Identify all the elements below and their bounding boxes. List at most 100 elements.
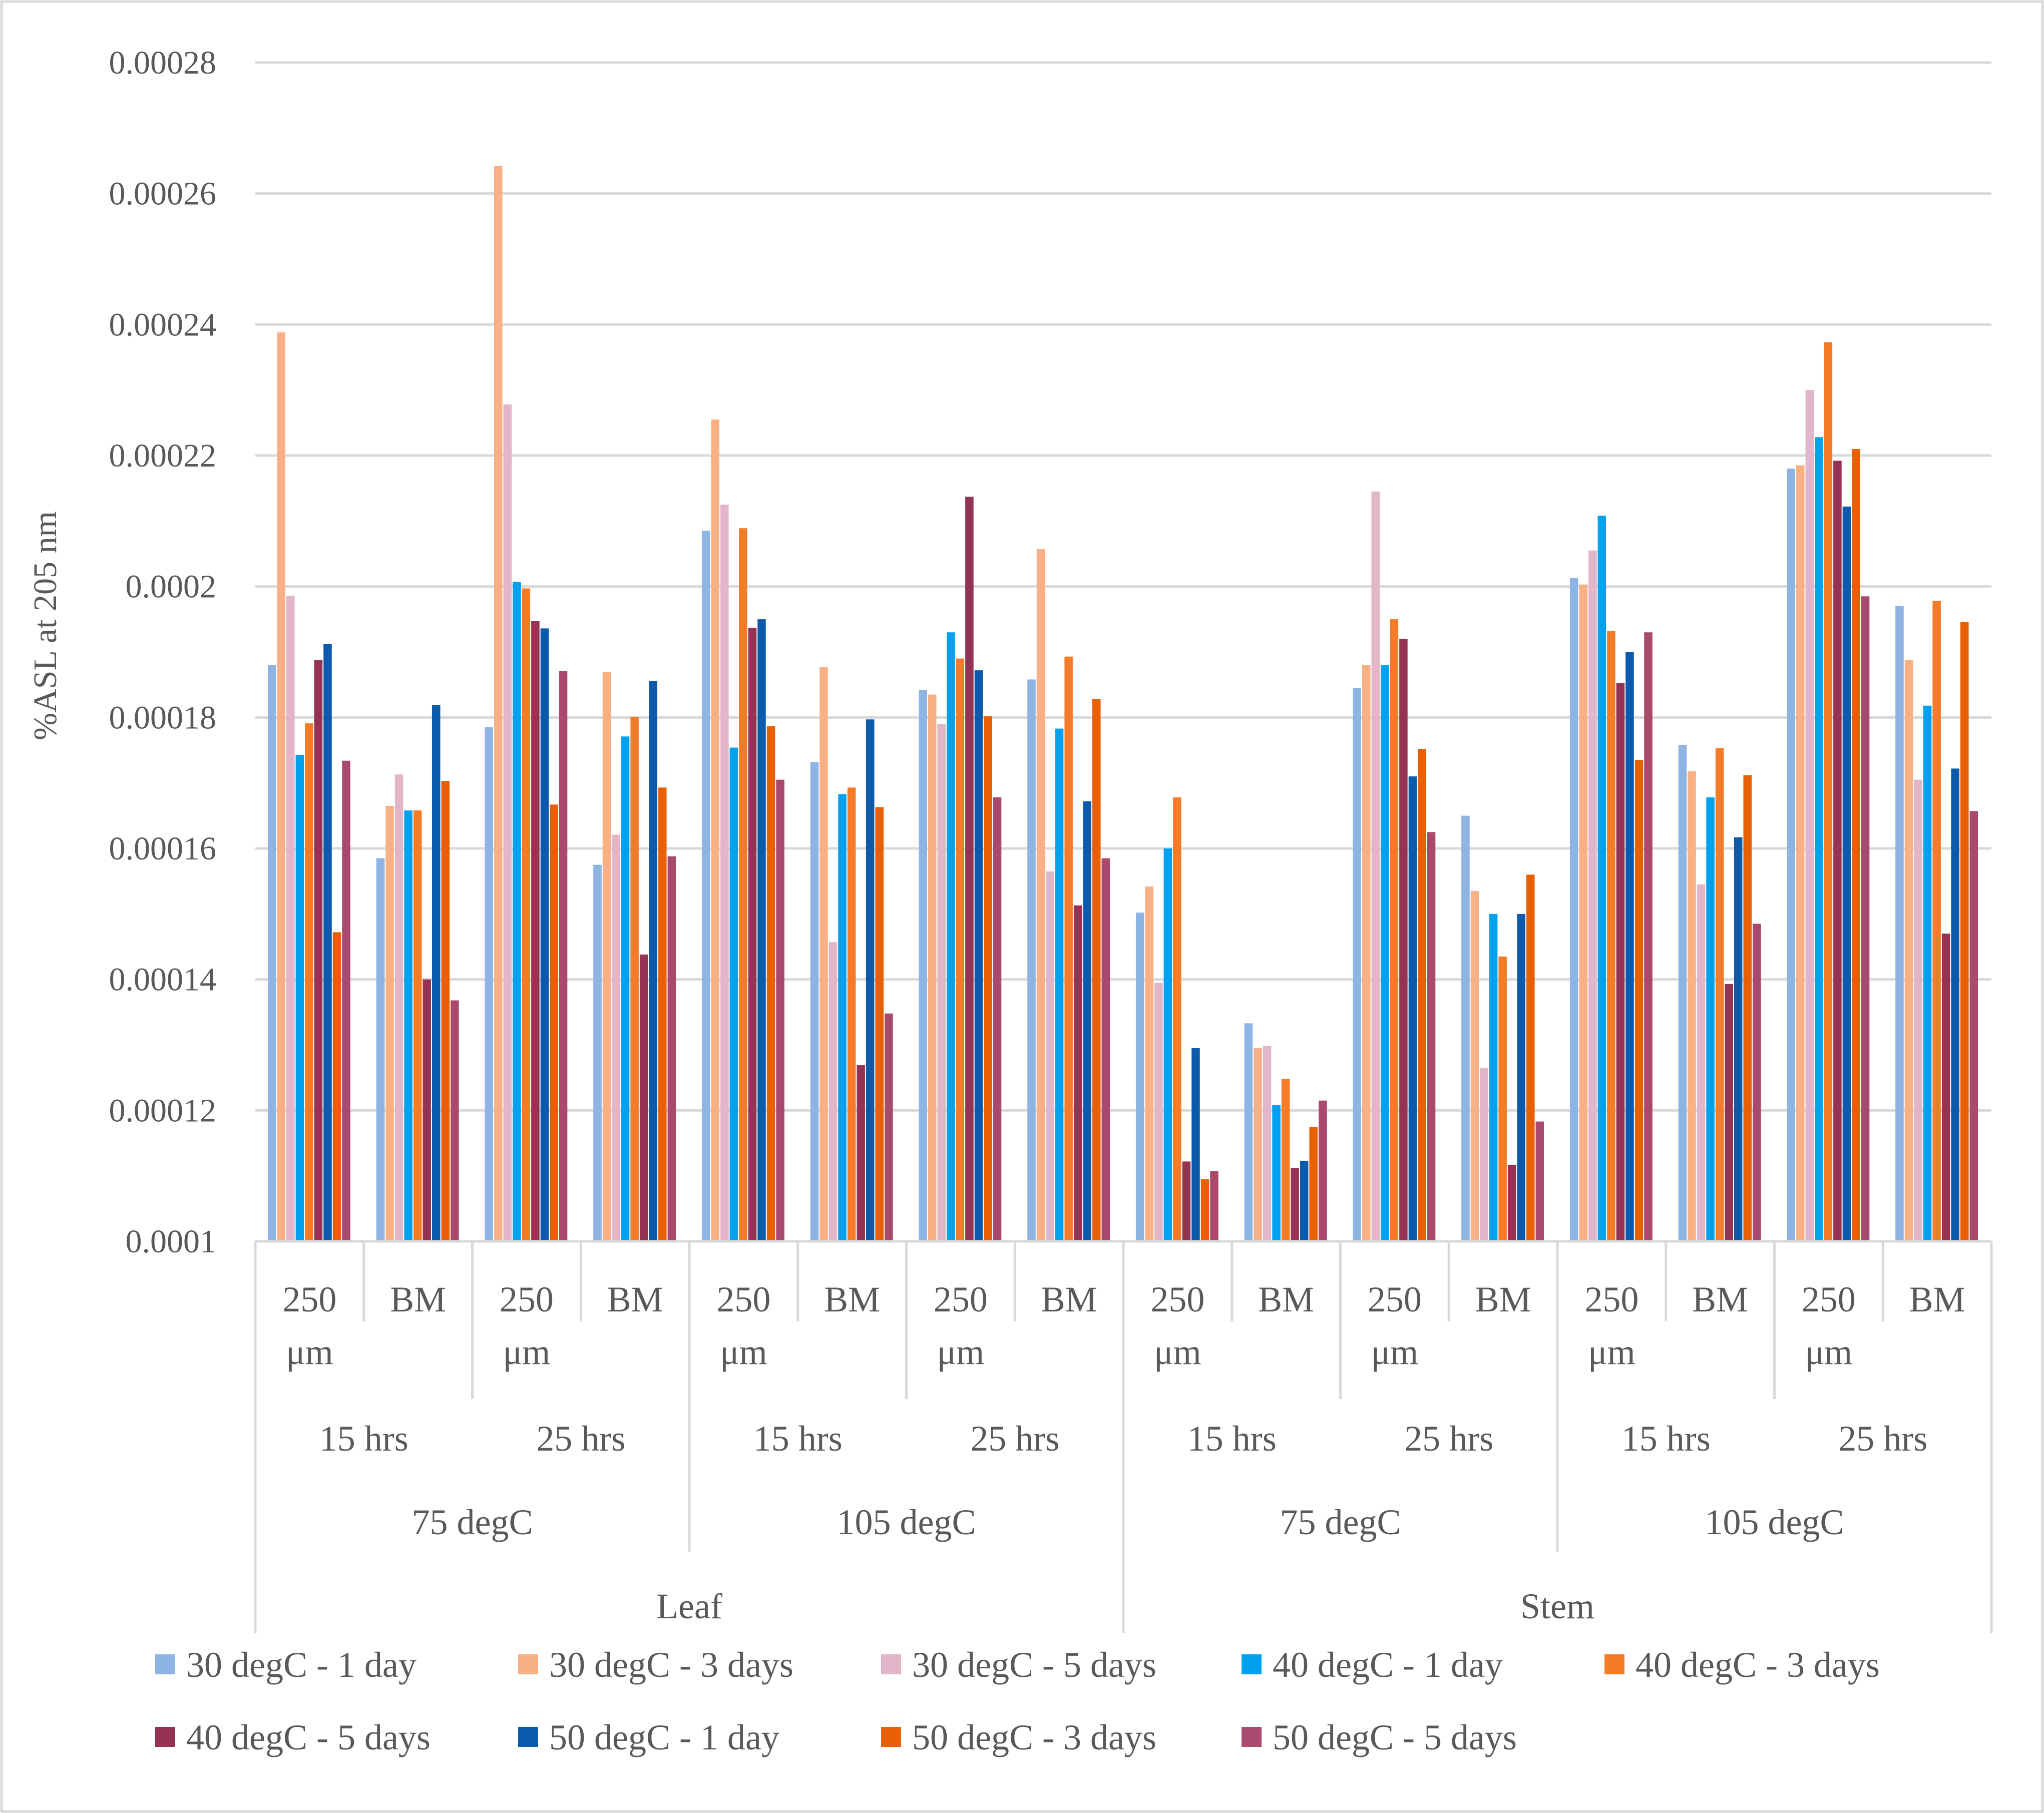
x-category-label-line: μm	[1154, 1332, 1201, 1372]
bar	[701, 531, 710, 1241]
bar	[866, 719, 875, 1241]
legend-swatch	[1242, 1727, 1262, 1747]
x-category-label: 250 μm	[1584, 1279, 1639, 1372]
bar	[1371, 491, 1380, 1242]
legend-label: 40 degC - 5 days	[186, 1717, 431, 1757]
x-category-label-line: BM	[1258, 1279, 1314, 1319]
bar	[1914, 779, 1922, 1241]
y-tick-label: 0.0001	[126, 1223, 217, 1260]
bar	[1734, 837, 1743, 1241]
legend-label: 50 degC - 3 days	[912, 1717, 1156, 1757]
x-category-label-line: 250	[716, 1279, 770, 1319]
bar	[1644, 632, 1653, 1241]
legend-swatch	[1604, 1654, 1624, 1674]
x-group-label-temperature: 105 degC	[1705, 1502, 1844, 1542]
bar	[559, 671, 568, 1241]
bar	[441, 781, 450, 1241]
y-tick-label: 0.00018	[109, 699, 217, 736]
x-axis: 250 μm BM 250 μm BM 250 μm BM 250 μm BM 250 μm BM 250 μm…	[254, 1240, 1993, 1633]
x-category-label-line: μm	[720, 1332, 767, 1372]
x-category-label: BM	[1475, 1279, 1531, 1319]
bar	[503, 404, 512, 1242]
bar	[602, 672, 611, 1241]
x-category-label-line: 250	[1802, 1279, 1856, 1319]
bar	[1688, 771, 1696, 1241]
bar	[1824, 342, 1833, 1241]
x-category-label: 250 μm	[934, 1279, 988, 1372]
x-category-label-line: 250	[1150, 1279, 1204, 1319]
bar	[277, 332, 286, 1241]
bar	[1353, 688, 1361, 1241]
bar	[612, 834, 620, 1241]
bar	[885, 1013, 893, 1241]
bar	[1210, 1171, 1218, 1241]
bar	[810, 762, 819, 1241]
y-tick-label: 0.00024	[109, 306, 217, 343]
bar	[305, 723, 313, 1241]
bar	[829, 942, 838, 1241]
bar	[1706, 797, 1715, 1241]
y-axis-title: %ASL at 205 nm	[27, 511, 64, 740]
bar	[423, 979, 431, 1241]
x-category-label: BM	[1909, 1279, 1965, 1319]
bar	[937, 724, 946, 1241]
bar	[1101, 858, 1110, 1241]
bar	[739, 528, 747, 1241]
x-category-label-line: 250	[1584, 1279, 1639, 1319]
bar	[748, 628, 757, 1241]
bar	[1300, 1161, 1309, 1241]
bar	[1254, 1048, 1262, 1241]
bar	[1036, 549, 1045, 1241]
bar	[1753, 924, 1761, 1241]
x-category-label-line: μm	[1588, 1332, 1636, 1372]
bar	[1390, 619, 1399, 1241]
x-group-label-material: Stem	[1520, 1586, 1594, 1626]
bar	[965, 497, 974, 1241]
x-category-label-line: BM	[1692, 1279, 1748, 1319]
bar	[1960, 622, 1969, 1241]
bar	[729, 747, 738, 1241]
bar	[847, 787, 856, 1241]
bar	[1569, 578, 1578, 1241]
bar	[593, 864, 602, 1241]
bar	[1244, 1023, 1253, 1241]
bar	[984, 716, 992, 1241]
bar	[1173, 797, 1181, 1241]
bar	[1932, 601, 1941, 1241]
bar	[1507, 1164, 1516, 1241]
bar	[1796, 465, 1805, 1241]
bar	[1135, 913, 1144, 1241]
bar	[1291, 1168, 1299, 1241]
bar	[1489, 914, 1498, 1241]
x-category-label-line: BM	[1475, 1279, 1531, 1319]
bar	[993, 797, 1002, 1241]
bar	[639, 954, 648, 1241]
bar	[1498, 956, 1507, 1241]
x-group-label-temperature: 75 degC	[412, 1502, 533, 1542]
bar	[974, 670, 983, 1241]
bar	[550, 804, 558, 1241]
bar	[919, 690, 927, 1241]
bar	[1309, 1127, 1318, 1241]
bar	[1833, 461, 1842, 1241]
bar	[1941, 934, 1950, 1241]
bar	[1895, 606, 1904, 1241]
bar	[1715, 748, 1724, 1241]
legend-swatch	[155, 1727, 175, 1747]
bar	[1427, 832, 1436, 1241]
x-category-label: 250 μm	[1802, 1279, 1856, 1372]
bar	[1588, 550, 1597, 1241]
bar	[956, 658, 965, 1241]
legend-swatch	[518, 1654, 538, 1674]
bar	[376, 858, 385, 1241]
bar	[494, 166, 503, 1241]
bar	[1678, 745, 1687, 1241]
bar	[1480, 1068, 1488, 1241]
bar	[1092, 699, 1101, 1241]
bar	[1381, 665, 1389, 1241]
y-tick-label: 0.00022	[109, 437, 217, 474]
x-category-label: 250 μm	[1368, 1279, 1422, 1372]
bar	[711, 419, 720, 1241]
x-category-label-line: μm	[1805, 1332, 1853, 1372]
